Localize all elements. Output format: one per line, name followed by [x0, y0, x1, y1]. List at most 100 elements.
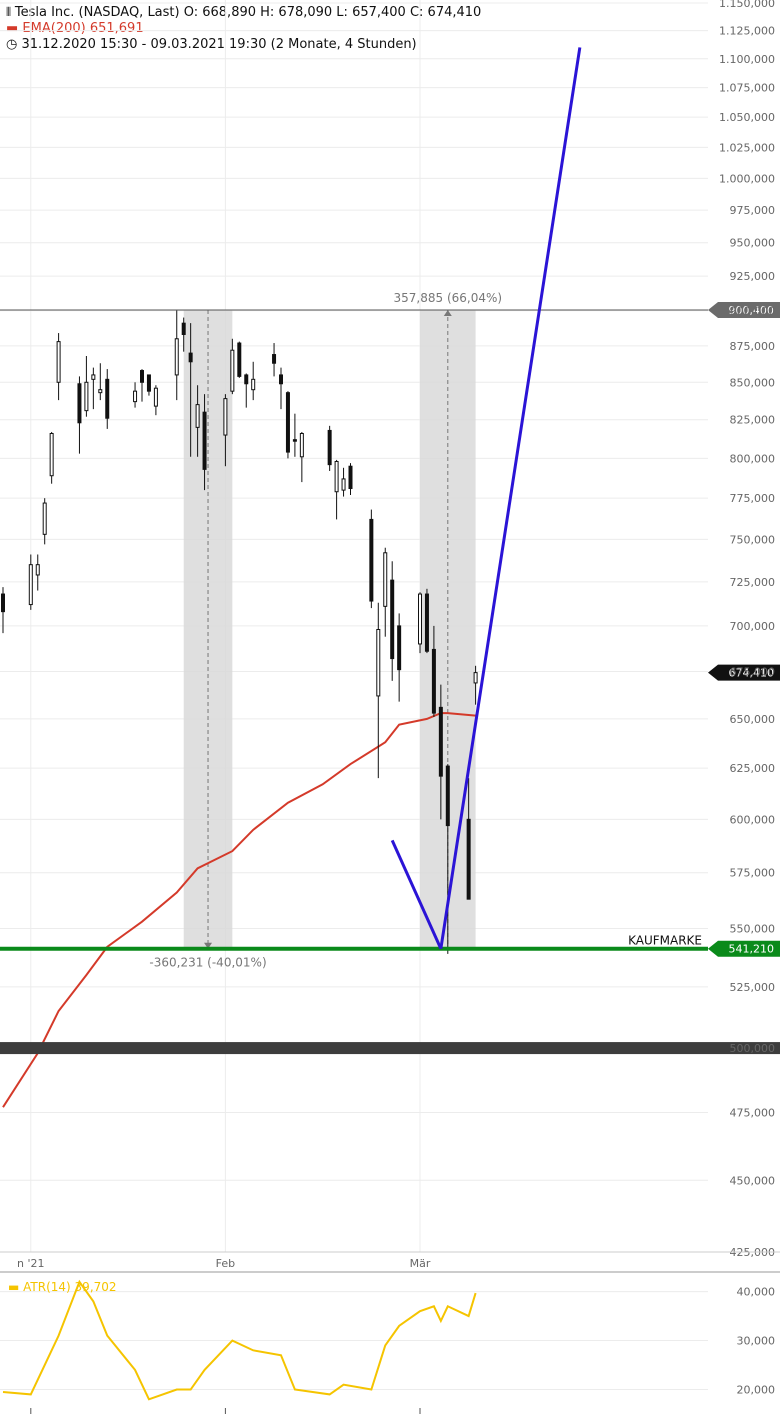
atr-tick-label: 20,000 — [737, 1384, 776, 1397]
trend-line — [390, 839, 443, 950]
atr-line — [2, 1279, 477, 1401]
candle-body — [292, 439, 297, 442]
candle-body — [251, 378, 256, 391]
y-tick-label: 800,000 — [730, 452, 776, 465]
y-tick-label: 550,000 — [730, 922, 776, 935]
candle-body — [279, 374, 283, 385]
support-band — [0, 1042, 780, 1055]
ema-legend[interactable]: ▬ EMA(200) 651,691 — [6, 21, 144, 36]
y-tick-label: 925,000 — [730, 270, 776, 283]
last-price-label: 674,410 — [729, 667, 775, 680]
y-tick-label: 1.050,000 — [719, 111, 775, 124]
candle-body — [105, 378, 110, 419]
y-tick-label: 700,000 — [730, 620, 776, 633]
candle-body — [230, 349, 235, 392]
y-tick-label: 725,000 — [730, 576, 776, 589]
last-price-badge — [708, 664, 780, 681]
candle-body — [42, 502, 47, 535]
atr-legend: ▬ ATR(14) 39,702 — [8, 1280, 117, 1294]
y-tick-label: 1.075,000 — [719, 82, 775, 95]
candle-body — [84, 381, 89, 412]
candle-body — [383, 552, 388, 607]
candle-body — [56, 341, 61, 383]
y-tick-label: 775,000 — [730, 492, 776, 505]
y-tick-label: 825,000 — [730, 414, 776, 427]
buy-badge — [708, 940, 780, 957]
y-tick-label: 525,000 — [730, 981, 776, 994]
candle-body — [390, 579, 395, 660]
ema-legend-value: 651,691 — [89, 21, 144, 36]
candle-body — [237, 342, 242, 377]
y-tick-label: 500,000 — [730, 1042, 776, 1055]
candle-body — [1, 593, 5, 613]
ohlc-summary: Tesla Inc. (NASDAQ, Last) O: 668,890 H: … — [14, 5, 482, 20]
y-tick-label: 675,000 — [730, 666, 776, 679]
ema-legend-label: EMA(200) — [22, 21, 86, 36]
candle-body — [223, 398, 228, 436]
candle-body — [28, 564, 33, 606]
y-tick-label: 1.150,000 — [719, 0, 775, 10]
candle-body — [272, 354, 277, 364]
candle-body — [285, 392, 290, 453]
candles-layer — [1, 310, 478, 954]
clock-icon: ◷ — [6, 37, 22, 52]
candle-body — [133, 390, 138, 403]
y-tick-label: 450,000 — [730, 1174, 776, 1187]
candle-body — [202, 411, 207, 470]
candle-body — [418, 593, 422, 645]
candle-body — [438, 706, 443, 777]
atr-panel: 20,000 30,000 40,000 ▬ ATR(14) 39,702 — [0, 1271, 780, 1401]
x-tick-label: Mär — [410, 1257, 431, 1270]
atr-tick-label: 30,000 — [737, 1335, 776, 1348]
candle-body — [424, 593, 429, 652]
candle-body — [188, 352, 193, 363]
y-tick-label: 1.025,000 — [719, 141, 775, 154]
y-tick-label: 850,000 — [730, 376, 776, 389]
period-line: ◷ 31.12.2020 15:30 - 09.03.2021 19:30 (2… — [6, 37, 417, 52]
candle-body — [146, 374, 151, 392]
measure-shade-layer: -360,231 (-40,01%) 357,885 (66,04%) — [149, 291, 502, 970]
buy-line-label: KAUFMARKE — [628, 934, 702, 948]
y-tick-label: 1.125,000 — [719, 25, 775, 38]
candle-body — [334, 460, 339, 493]
y-tick-label: 750,000 — [730, 533, 776, 546]
y-tick-label: 475,000 — [730, 1106, 776, 1119]
candle-body — [473, 672, 478, 684]
measure-arrowhead — [204, 942, 213, 949]
candle-body — [153, 387, 158, 407]
y-tick-label: 900,000 — [730, 305, 776, 318]
candle-body — [77, 383, 82, 424]
ema-legend-swatch: ▬ — [6, 21, 23, 36]
x-tick-label: n '21 — [17, 1257, 45, 1270]
candle-body — [341, 478, 346, 491]
y-tick-label: 950,000 — [730, 237, 776, 250]
price-badge-label: 900,400 — [729, 304, 775, 317]
candle-body — [91, 374, 96, 380]
y-tick-label: 575,000 — [730, 867, 776, 880]
candle-body — [445, 765, 450, 827]
candle-body — [244, 374, 249, 385]
y-tick-label: 625,000 — [730, 762, 776, 775]
y-tick-label: 1.100,000 — [719, 53, 775, 66]
candle-body — [376, 628, 381, 697]
candle-body — [431, 648, 436, 714]
candle-body — [174, 338, 179, 376]
candle-body — [348, 465, 353, 490]
price-badge — [708, 302, 780, 319]
x-tick-label: Feb — [216, 1257, 235, 1270]
chart-title-line: ⫴ Tesla Inc. (NASDAQ, Last) O: 668,890 H… — [6, 5, 481, 20]
candle-body — [181, 322, 186, 335]
candle-body — [327, 429, 332, 466]
candle-body — [466, 818, 471, 900]
y-tick-label: 650,000 — [730, 713, 776, 726]
candle-body — [35, 564, 40, 576]
candle-body — [299, 433, 304, 458]
candle-body — [49, 433, 54, 477]
measure-arrowhead — [443, 310, 452, 317]
reference-lines-layer: 900,400 KAUFMARKE 541,210 674,410 — [0, 47, 780, 1055]
candle-body — [397, 625, 402, 671]
ema-layer — [2, 712, 476, 1108]
y-tick-label: 1.000,000 — [719, 172, 775, 185]
